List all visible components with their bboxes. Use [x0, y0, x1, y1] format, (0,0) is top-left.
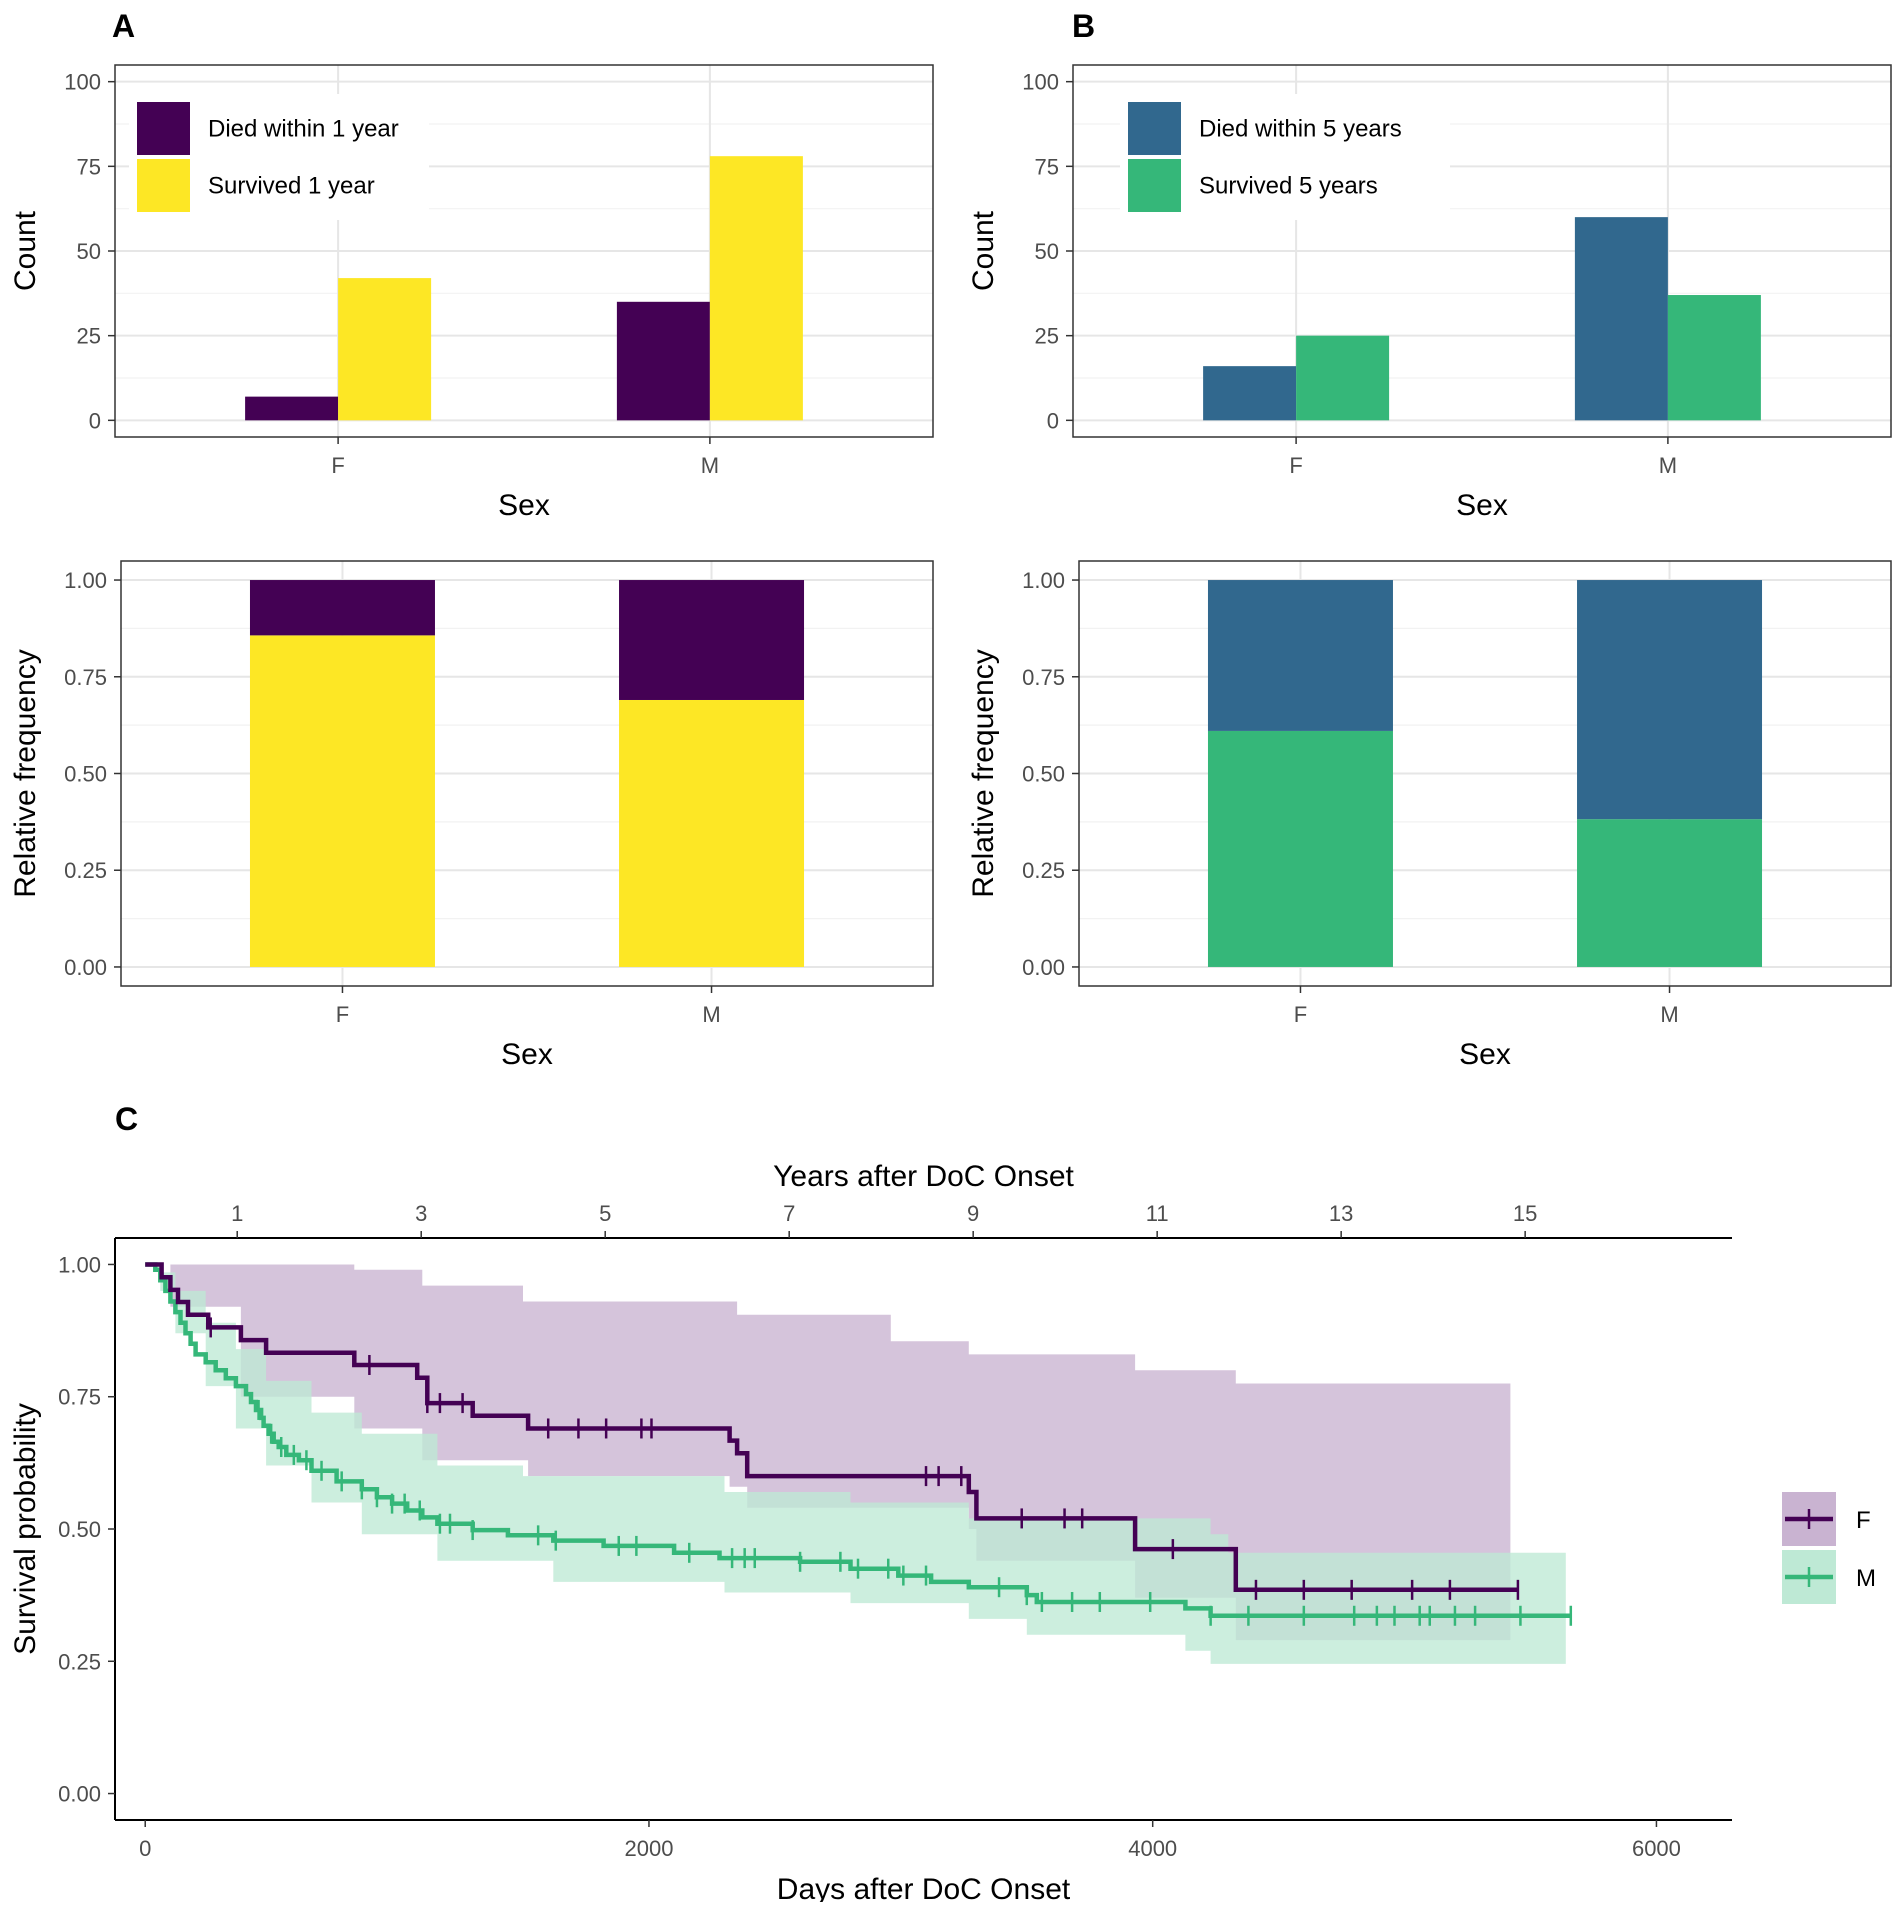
- bar-survived-1-year-F: [338, 278, 432, 421]
- chart-b-count: 0 25 50 75 100 F M Sex Count Died within 5 years S…: [967, 64, 1892, 522]
- bar-died-within-5-years-M: [1574, 217, 1668, 421]
- legend-label: Survived 1 year: [208, 173, 375, 200]
- y-tick-label: 100: [64, 70, 101, 95]
- x2-tick-label: 3: [415, 1201, 427, 1226]
- stacked-bar-survived-5-years-M: [1577, 819, 1763, 967]
- x-axis-title: Sex: [1459, 1038, 1511, 1071]
- legend-label: Survived 5 years: [1199, 173, 1378, 200]
- stacked-bar-died-within-1-year-F: [249, 580, 435, 636]
- legend-label: Died within 5 years: [1199, 116, 1402, 143]
- y-axis-title: Count: [9, 210, 42, 291]
- stacked-bar-died-within-1-year-M: [619, 580, 805, 700]
- chart-b-relative: 0.00 0.25 0.50 0.75 1.00 F M Sex Relative freque…: [967, 560, 1892, 1071]
- chart-a-count: 0 25 50 75 100 F M Sex Count Died within 1 year Su…: [9, 64, 934, 522]
- y-tick-label: 0.75: [64, 665, 107, 690]
- chart-a-relative: 0.00 0.25 0.50 0.75 1.00 F M Sex Relative freque…: [9, 560, 934, 1071]
- confidence-band-M: [145, 1264, 1566, 1664]
- legend-key-survived-1-year: [137, 159, 190, 212]
- y-tick-label: 0: [1047, 408, 1059, 433]
- y-tick-label: 100: [1022, 70, 1059, 95]
- x-axis-title: Sex: [498, 489, 550, 522]
- x-axis-title: Sex: [1456, 489, 1508, 522]
- x2-tick-label: 5: [599, 1201, 611, 1226]
- survival-curve-F: [145, 1262, 1518, 1593]
- y-tick-label: 0.25: [64, 858, 107, 883]
- legend-label: F: [1856, 1507, 1871, 1534]
- y-tick-label: 50: [77, 239, 101, 264]
- y-tick-label: 0.75: [58, 1385, 101, 1410]
- y-tick-label: 1.00: [1022, 568, 1065, 593]
- x-tick-label: M: [1659, 453, 1677, 478]
- y-tick-label: 75: [1035, 154, 1059, 179]
- y-tick-label: 0.50: [1022, 762, 1065, 787]
- y-tick-label: 0.50: [58, 1517, 101, 1542]
- legend-label: M: [1856, 1565, 1876, 1592]
- y-tick-label: 1.00: [58, 1252, 101, 1277]
- x-tick-label: M: [1660, 1002, 1678, 1027]
- y-tick-label: 0.50: [64, 762, 107, 787]
- panel-label-b: B: [1072, 8, 1095, 44]
- legend-key-died-within-1-year: [137, 102, 190, 155]
- y-tick-label: 25: [1035, 324, 1059, 349]
- x-tick-label: M: [701, 453, 719, 478]
- y-tick-label: 0.00: [58, 1782, 101, 1807]
- bar-survived-1-year-M: [709, 156, 803, 421]
- x-tick-label: 0: [139, 1836, 151, 1861]
- y-axis-title: Count: [967, 210, 1000, 291]
- stacked-bar-survived-5-years-F: [1207, 730, 1393, 967]
- y-tick-label: 0.75: [1022, 665, 1065, 690]
- bar-died-within-1-year-M: [616, 301, 710, 421]
- bar-died-within-5-years-F: [1203, 366, 1297, 421]
- bar-survived-5-years-M: [1667, 295, 1761, 421]
- x-tick-label: F: [331, 453, 344, 478]
- x-tick-label: F: [336, 1002, 349, 1027]
- x-axis-title: Sex: [501, 1038, 553, 1071]
- y-tick-label: 0: [89, 408, 101, 433]
- legend-label: Died within 1 year: [208, 116, 399, 143]
- stacked-bar-survived-1-year-M: [619, 699, 805, 967]
- x2-tick-label: 11: [1146, 1201, 1169, 1226]
- legend-key-died-within-5-years: [1128, 102, 1181, 155]
- stacked-bar-died-within-5-years-M: [1577, 580, 1763, 820]
- x-tick-label: 2000: [624, 1836, 673, 1861]
- y-tick-label: 0.00: [1022, 955, 1065, 980]
- stacked-bar-died-within-5-years-F: [1207, 580, 1393, 731]
- x-tick-label: M: [702, 1002, 720, 1027]
- y-tick-label: 0.25: [58, 1649, 101, 1674]
- x2-tick-label: 9: [967, 1201, 979, 1226]
- y-tick-label: 25: [77, 324, 101, 349]
- x2-tick-label: 7: [783, 1201, 795, 1226]
- legend-key-survived-5-years: [1128, 159, 1181, 212]
- x2-tick-label: 1: [231, 1201, 243, 1226]
- panel-label-c: C: [115, 1101, 138, 1137]
- panel-label-a: A: [112, 8, 135, 44]
- x-tick-label: 4000: [1128, 1836, 1177, 1861]
- x-tick-label: F: [1289, 453, 1302, 478]
- x-axis-title: Days after DoC Onset: [777, 1873, 1071, 1902]
- x2-tick-label: 15: [1513, 1201, 1537, 1226]
- x-tick-label: F: [1294, 1002, 1307, 1027]
- bar-survived-5-years-F: [1296, 335, 1390, 421]
- stacked-bar-survived-1-year-F: [249, 635, 435, 967]
- x-tick-label: 6000: [1632, 1836, 1681, 1861]
- bar-died-within-1-year-F: [245, 396, 339, 421]
- y-axis-title: Relative frequency: [967, 649, 1000, 897]
- y-axis-title: Relative frequency: [9, 649, 42, 897]
- x2-tick-label: 13: [1329, 1201, 1353, 1226]
- y-tick-label: 0.00: [64, 955, 107, 980]
- y-axis-title: Survival probability: [9, 1403, 42, 1655]
- x2-axis-title: Years after DoC Onset: [773, 1160, 1074, 1193]
- y-tick-label: 0.25: [1022, 858, 1065, 883]
- y-tick-label: 1.00: [64, 568, 107, 593]
- y-tick-label: 50: [1035, 239, 1059, 264]
- y-tick-label: 75: [77, 154, 101, 179]
